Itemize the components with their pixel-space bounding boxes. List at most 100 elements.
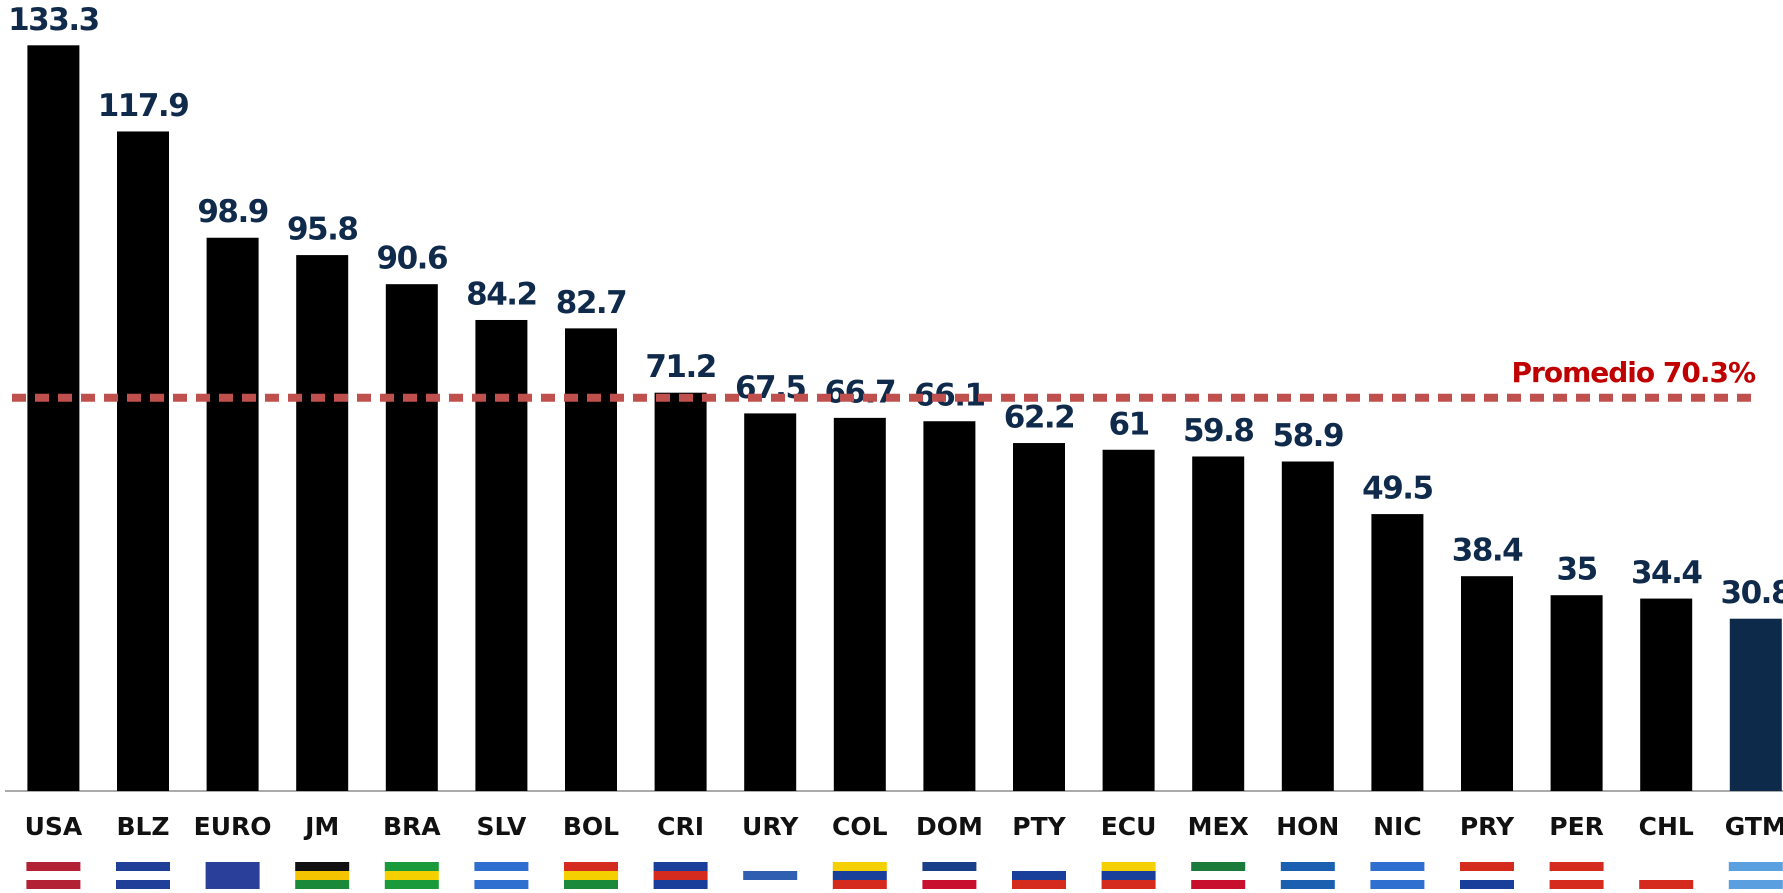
x-tick-label: PTY — [1012, 812, 1066, 841]
flag-stripe — [1012, 862, 1066, 871]
x-tick-label: PER — [1549, 812, 1604, 841]
flag-stripe — [26, 871, 81, 880]
flag-stripe — [1280, 862, 1335, 871]
flag-stripe — [1191, 880, 1246, 889]
reference-label: Promedio 70.3% — [1512, 356, 1756, 389]
flag-stripe — [1639, 862, 1694, 871]
flag-stripe — [1460, 862, 1514, 871]
bar — [923, 421, 976, 791]
x-tick-label: URY — [742, 812, 799, 841]
flag-stripe — [922, 871, 977, 880]
flag-stripe — [1549, 862, 1604, 871]
flag-stripe — [1728, 862, 1783, 871]
value-label: 62.2 — [1004, 400, 1075, 436]
bar — [475, 319, 528, 791]
flag-stripe — [832, 862, 887, 871]
x-tick-label: BLZ — [116, 812, 169, 841]
value-label: 59.8 — [1183, 413, 1254, 449]
value-label: 61 — [1109, 406, 1149, 442]
x-tick-label: DOM — [916, 812, 983, 841]
flag-stripe — [1012, 880, 1066, 889]
flag-stripe — [743, 880, 798, 889]
flag-stripe — [1370, 880, 1425, 889]
value-label: 98.9 — [197, 194, 268, 230]
flag-stripe — [1728, 871, 1783, 880]
flag-stripe — [116, 862, 170, 871]
flag-stripe — [295, 880, 350, 889]
flag-stripe — [564, 880, 618, 889]
value-label: 117.9 — [98, 88, 189, 124]
value-label: 66.1 — [914, 378, 985, 414]
bar — [1371, 514, 1424, 791]
flag-stripe — [1370, 862, 1425, 871]
x-tick-label: PRY — [1460, 812, 1515, 841]
bar — [1550, 595, 1603, 791]
flag-stripe — [1639, 880, 1694, 889]
flag-stripe — [1280, 880, 1335, 889]
value-label: 133.3 — [8, 2, 99, 38]
flag-stripe — [1101, 880, 1156, 889]
x-tick-label: USA — [25, 812, 83, 841]
bar — [833, 417, 886, 791]
value-label: 66.7 — [825, 374, 896, 410]
x-tick-label: MEX — [1188, 812, 1249, 841]
x-tick-label: NIC — [1373, 812, 1422, 841]
flag-stripe — [1012, 871, 1066, 880]
bar — [27, 45, 80, 791]
flag-stripe — [1101, 871, 1156, 880]
value-label: 49.5 — [1362, 471, 1433, 507]
flag-stripe — [26, 880, 81, 889]
flag-stripe — [1191, 862, 1246, 871]
flag-stripe — [474, 871, 529, 880]
x-tick-label: BRA — [383, 812, 441, 841]
flag-stripe — [295, 862, 350, 871]
value-label: 84.2 — [466, 276, 537, 312]
value-label: 58.9 — [1273, 418, 1344, 454]
flag-stripe — [1191, 871, 1246, 880]
flag-stripe — [922, 880, 977, 889]
flag-stripe — [653, 871, 708, 880]
bar — [385, 284, 438, 791]
bar — [565, 328, 617, 791]
flag-stripe — [116, 880, 170, 889]
bar — [654, 392, 707, 791]
flag-stripe — [474, 880, 529, 889]
flag-stripe — [832, 871, 887, 880]
x-tick-label: ECU — [1101, 812, 1157, 841]
flag-stripe — [1101, 862, 1156, 871]
flag-stripe — [384, 871, 439, 880]
bar — [1102, 449, 1155, 791]
value-label: 34.4 — [1631, 555, 1702, 591]
bar — [206, 237, 259, 791]
bar — [117, 131, 169, 792]
flag-stripe — [295, 871, 350, 880]
flag-stripe — [1280, 871, 1335, 880]
x-tick-label: CRI — [657, 812, 704, 841]
x-tick-label: EURO — [194, 812, 272, 841]
value-label: 30.8 — [1721, 575, 1783, 611]
flag-stripe — [832, 880, 887, 889]
flag-stripe — [1549, 871, 1604, 880]
bar — [744, 413, 797, 791]
bar — [1192, 456, 1245, 791]
flag-stripe — [1549, 880, 1604, 889]
flag-stripe — [384, 880, 439, 889]
flag-stripe — [564, 871, 618, 880]
flag-stripe — [1728, 880, 1783, 889]
flag-stripe — [474, 862, 529, 871]
x-tick-label: HON — [1276, 812, 1339, 841]
flag-stripe — [384, 862, 439, 871]
flag-stripe — [653, 880, 708, 889]
flag-stripe — [205, 862, 260, 871]
flag-stripe — [1460, 871, 1514, 880]
flag-stripe — [205, 871, 260, 880]
flag-stripe — [1639, 871, 1694, 880]
bar — [296, 255, 349, 791]
flag-stripe — [653, 862, 708, 871]
x-tick-label: JM — [303, 812, 339, 841]
flag-stripe — [205, 880, 260, 889]
bar — [1729, 618, 1782, 791]
flag-stripe — [1460, 880, 1514, 889]
x-tick-label: CHL — [1639, 812, 1694, 841]
